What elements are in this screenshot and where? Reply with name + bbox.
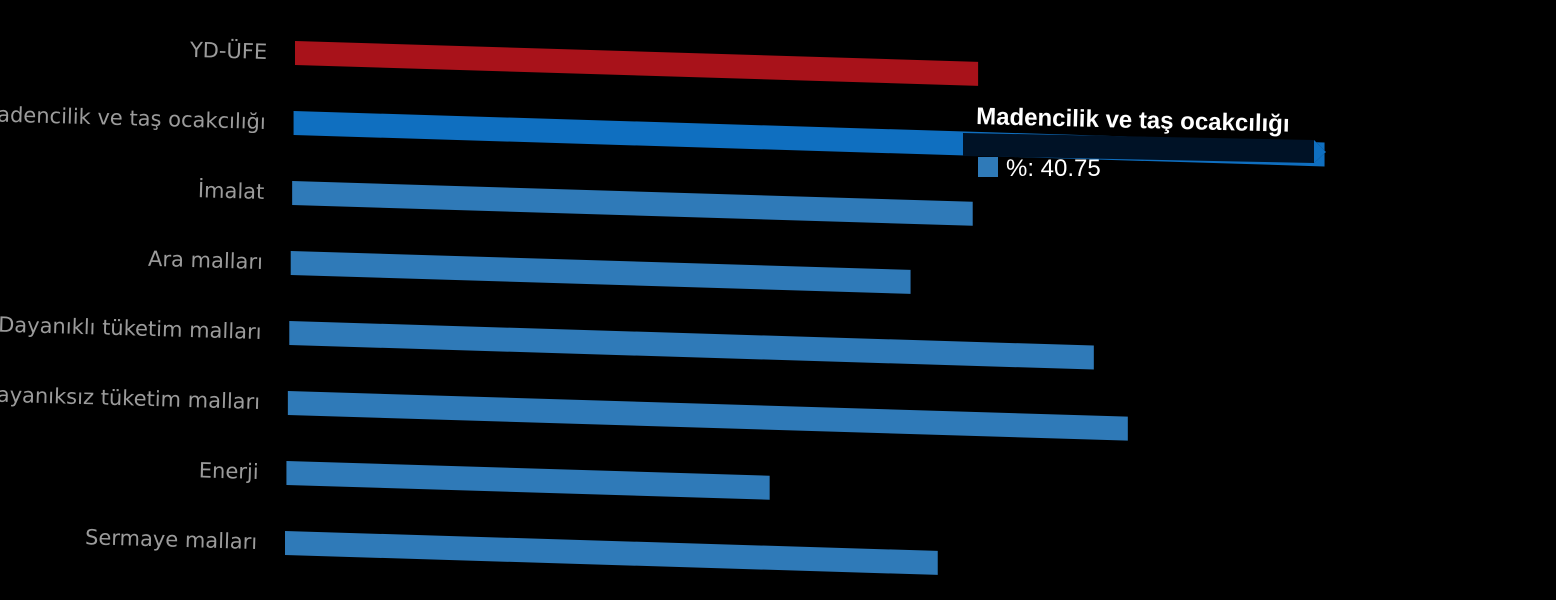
tooltip-title: Madencilik ve taş ocakcılığı [976,103,1290,138]
tooltip-swatch [978,157,998,177]
bar-3[interactable] [292,181,973,226]
category-label: Madencilik ve taş ocakcılığı [0,102,266,134]
category-label: YD-ÜFE [189,37,268,64]
category-label: Dayanıklı tüketim malları [0,313,262,344]
tooltip: Madencilik ve taş ocakcılığı %: 40.75 [963,103,1326,182]
tooltip-background [963,133,1326,163]
category-label: Dayanıksız tüketim malları [0,382,260,414]
bar-8[interactable] [285,531,938,575]
bar-6[interactable] [287,391,1128,441]
tooltip-pointer [1314,140,1326,163]
category-label: Ara malları [148,247,264,274]
category-label: Enerji [198,458,258,484]
bar-7[interactable] [286,461,770,500]
category-label: Sermaye malları [85,525,258,554]
tooltip-value: %: 40.75 [1006,155,1101,182]
bar-5[interactable] [289,321,1094,370]
bar-4[interactable] [290,251,911,294]
category-label: İmalat [198,177,265,204]
category-labels: YD-ÜFE Madencilik ve taş ocakcılığı İmalat… [0,37,268,554]
bar-1[interactable] [295,41,979,86]
